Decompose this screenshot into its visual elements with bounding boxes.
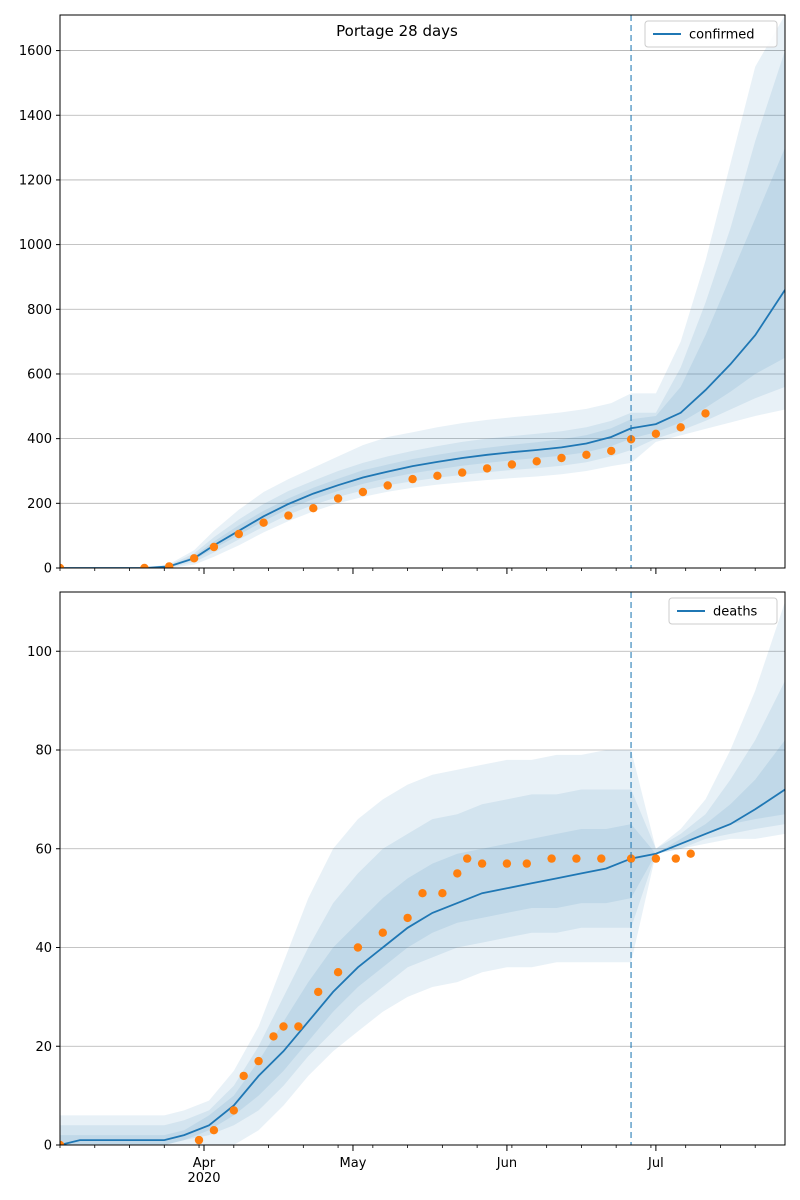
y-tick-label: 400 <box>27 432 52 447</box>
observed-point <box>572 854 581 863</box>
observed-point <box>582 450 591 459</box>
uncertainty-band-mid <box>60 680 785 1145</box>
observed-point <box>259 518 268 527</box>
observed-point <box>60 1140 65 1145</box>
y-tick-label: 40 <box>35 941 52 956</box>
observed-point <box>507 460 517 469</box>
y-tick-label: 0 <box>44 1139 52 1154</box>
observed-point <box>676 423 685 432</box>
uncertainty-band-outer <box>60 15 785 568</box>
observed-point <box>522 859 531 868</box>
model-line <box>60 289 785 568</box>
y-tick-label: 80 <box>35 744 52 759</box>
uncertainty-band-outer <box>60 601 785 1145</box>
legend-box <box>668 597 778 625</box>
legend-label: confirmed <box>689 28 755 43</box>
observed-point <box>309 504 318 513</box>
observed-point <box>189 554 199 563</box>
chart-title: Portage 28 days <box>336 22 458 40</box>
observed-point <box>333 494 343 503</box>
legend: deaths <box>668 597 778 625</box>
observed-point <box>463 854 472 863</box>
observed-point <box>234 529 243 539</box>
observed-point <box>626 854 636 863</box>
confirmed-panel: 0 200 400 600 800 1000 1200 1400 1600 confirmed <box>19 14 786 577</box>
observed-point <box>209 1126 219 1135</box>
legend-label: deaths <box>713 605 758 620</box>
observed-point <box>254 1056 263 1066</box>
observed-point <box>671 854 680 863</box>
observed-point <box>458 468 467 477</box>
observed-point <box>607 446 616 456</box>
observed-point <box>140 563 149 568</box>
observed-point <box>378 928 387 937</box>
observed-point <box>269 1032 278 1041</box>
x-tick-label: May <box>340 1156 367 1171</box>
observed-point <box>383 481 392 490</box>
observed-point <box>438 889 447 898</box>
y-tick-label: 800 <box>27 303 52 318</box>
plot-area <box>60 15 785 568</box>
observed-point <box>294 1022 303 1031</box>
observed-point <box>557 453 566 463</box>
y-tick-label: 60 <box>35 842 52 857</box>
legend: confirmed <box>644 20 778 48</box>
observed-point <box>239 1071 248 1081</box>
model-line <box>60 788 785 1145</box>
uncertainty-band-inner <box>60 740 785 1145</box>
observed-point <box>333 968 343 977</box>
observed-point <box>651 854 661 863</box>
observed-point <box>408 474 417 484</box>
observed-point <box>482 464 492 473</box>
observed-point <box>284 511 293 520</box>
y-tick-label: 20 <box>35 1040 52 1055</box>
axes-frame <box>59 14 786 569</box>
y-tick-label: 1000 <box>19 238 52 253</box>
observed-point <box>229 1106 238 1115</box>
observed-point <box>209 542 219 552</box>
observed-point <box>194 1135 204 1145</box>
observed-point <box>477 859 487 868</box>
observed-point <box>353 943 363 952</box>
plot-area <box>60 601 785 1145</box>
x-tick-label: Jul <box>647 1156 664 1171</box>
y-tick-label: 100 <box>27 645 52 660</box>
y-tick-label: 200 <box>27 497 52 512</box>
observed-point <box>651 429 661 438</box>
observed-point <box>358 487 368 497</box>
observed-point <box>686 849 695 858</box>
observed-point <box>403 913 412 923</box>
y-tick-label: 600 <box>27 367 52 382</box>
x-tick-label: Apr <box>193 1156 216 1171</box>
observed-point <box>433 471 442 480</box>
x-tick-label: Jun <box>496 1156 517 1171</box>
observed-point <box>279 1022 288 1031</box>
observed-point <box>60 563 65 568</box>
observed-point <box>165 562 174 568</box>
y-tick-label: 1600 <box>19 44 52 59</box>
observed-point <box>597 854 606 863</box>
observed-point <box>314 987 323 997</box>
observed-point <box>701 409 710 418</box>
observed-point <box>418 889 427 898</box>
y-tick-label: 1200 <box>19 173 52 188</box>
x-tick-sublabel: 2020 <box>187 1171 220 1186</box>
observed-point <box>453 869 462 878</box>
observed-point <box>532 457 541 466</box>
axes-frame <box>59 591 786 1146</box>
observed-point <box>547 854 556 863</box>
observed-point <box>502 859 512 868</box>
y-tick-label: 0 <box>44 562 52 577</box>
y-tick-label: 1400 <box>19 109 52 124</box>
legend-box <box>644 20 778 48</box>
